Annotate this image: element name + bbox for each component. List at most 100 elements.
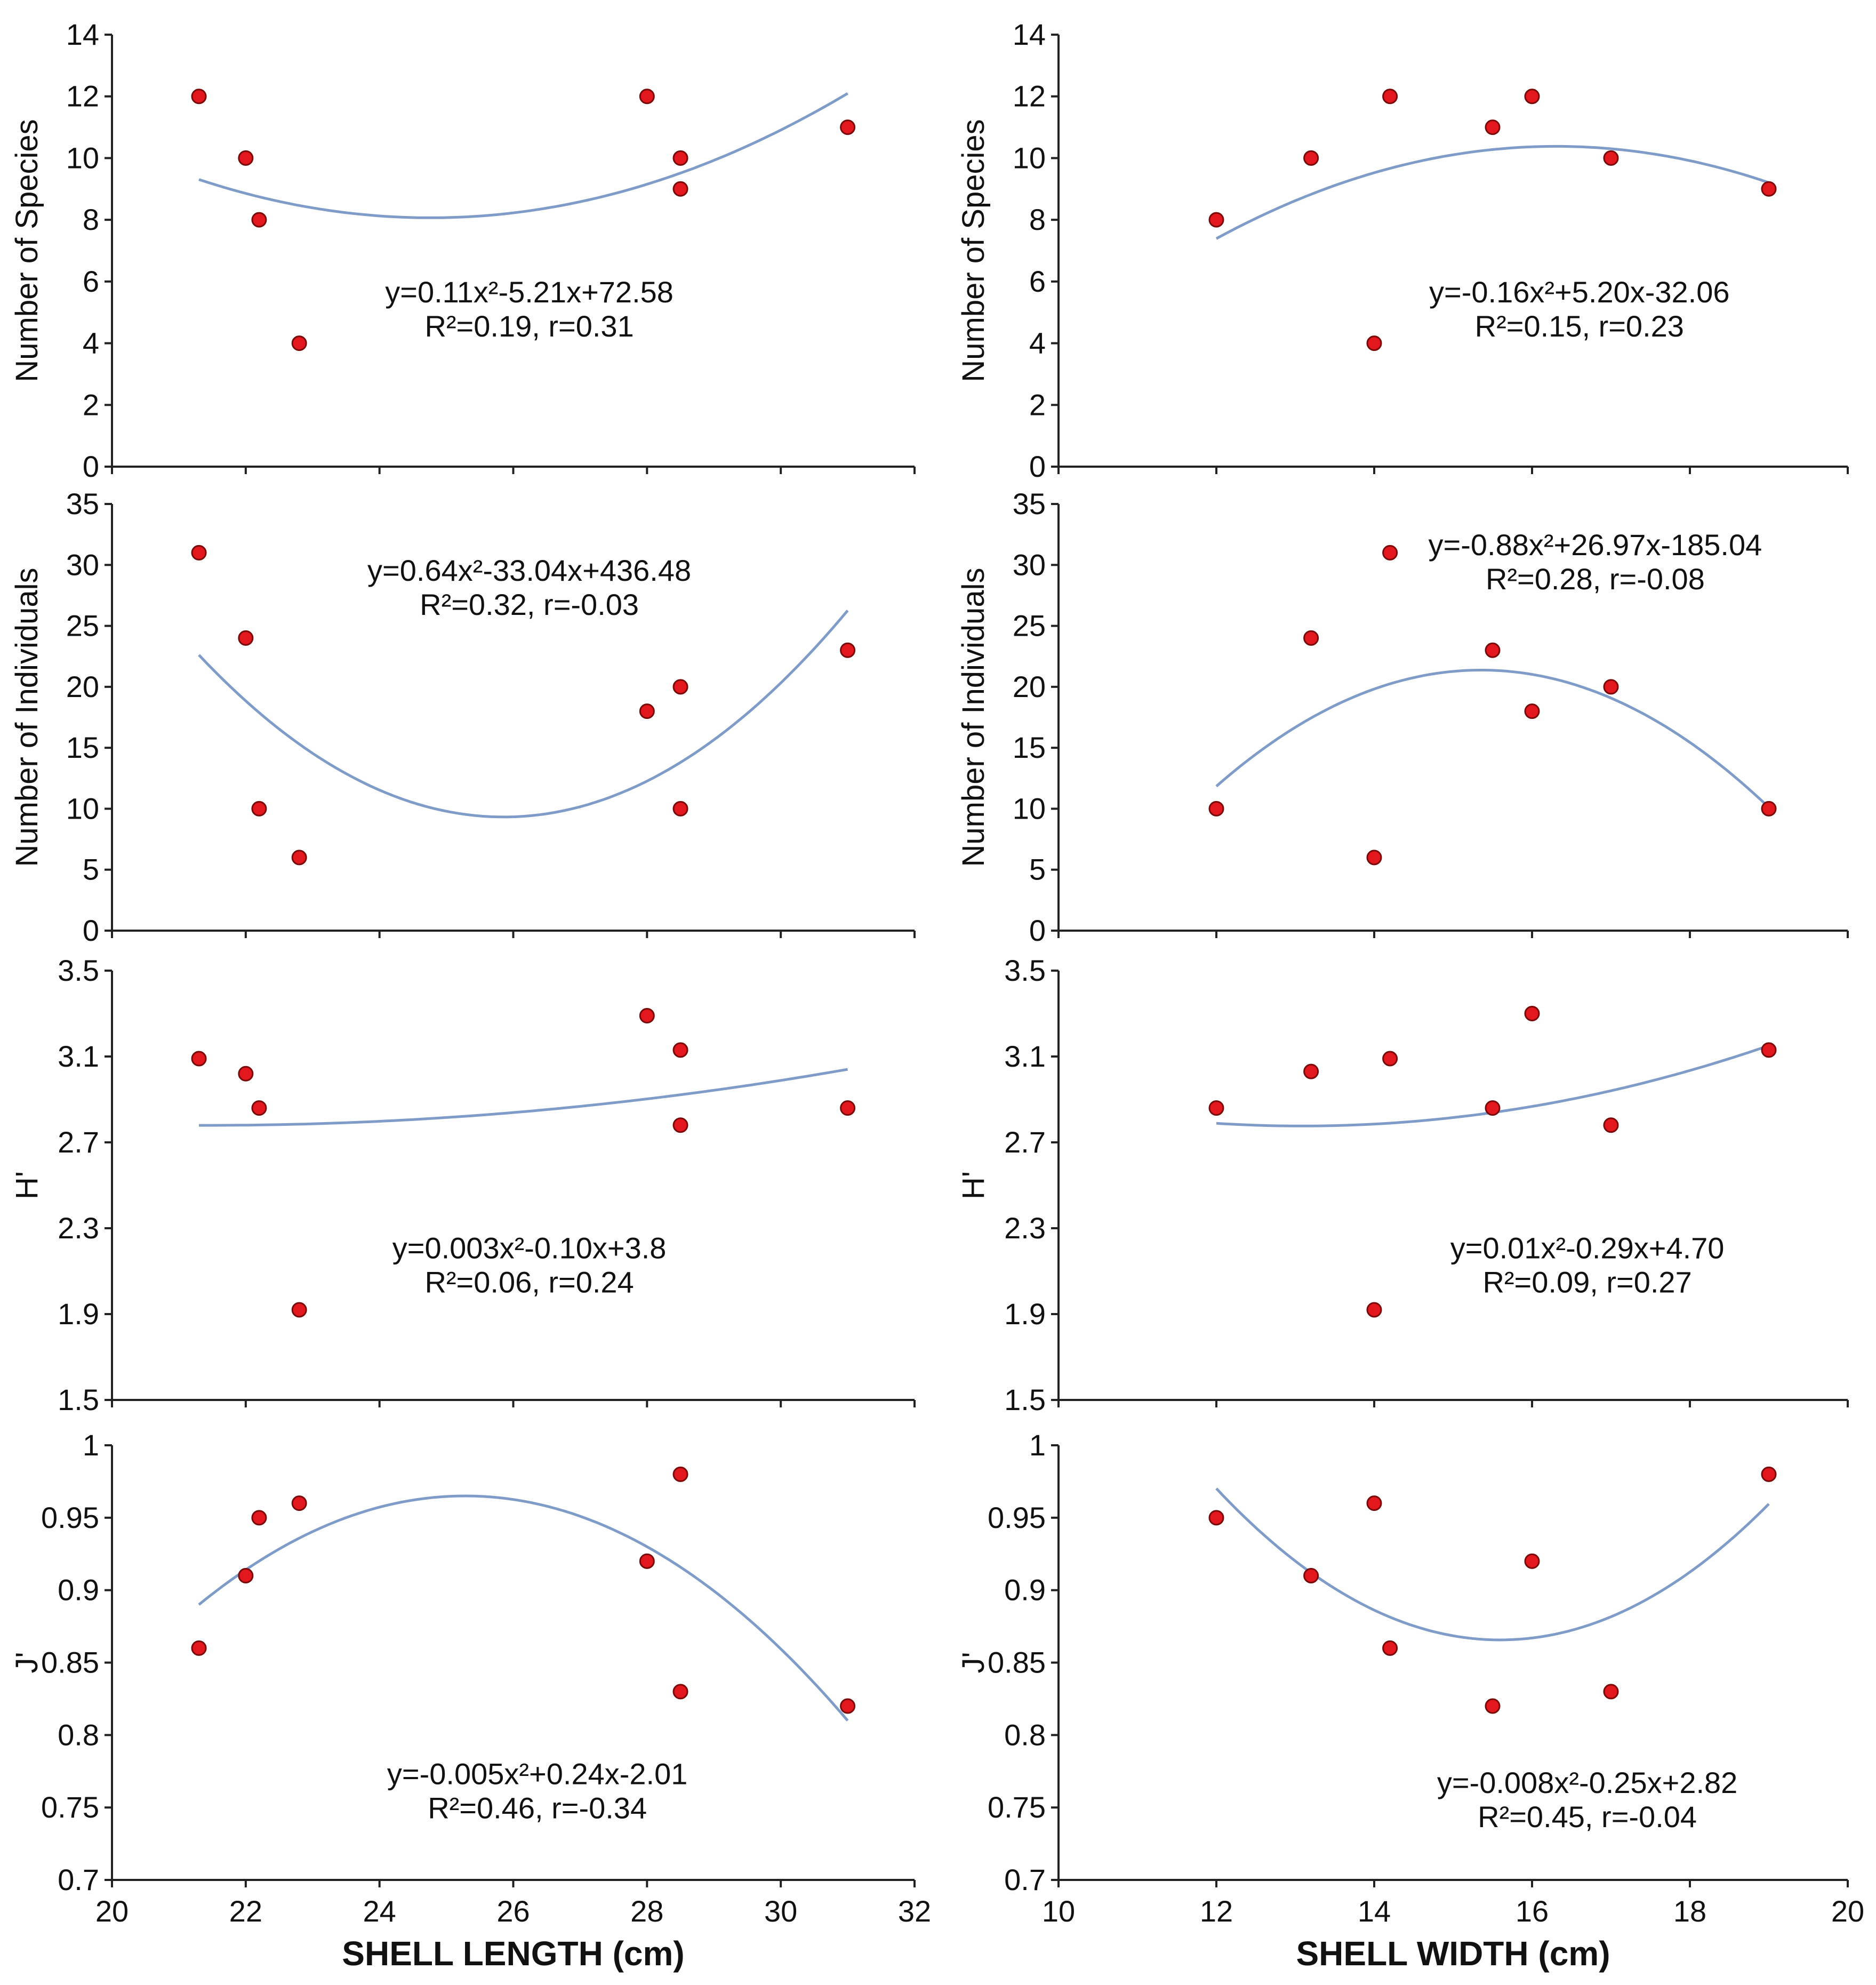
y-tick-label: 1 <box>83 1428 99 1462</box>
stats-label: R²=0.28, r=-0.08 <box>1486 562 1705 596</box>
data-point <box>840 119 856 135</box>
y-tick-label: 1 <box>1029 1428 1046 1462</box>
data-point <box>191 545 207 561</box>
fit-curve <box>198 1494 849 1722</box>
equation-label: y=-0.88x²+26.97x-185.04 <box>1429 528 1762 562</box>
data-point <box>672 150 688 166</box>
data-point <box>291 335 307 351</box>
equation-label: y=0.11x²-5.21x+72.58 <box>385 275 674 309</box>
x-tick-label: 30 <box>764 1894 797 1928</box>
chart-panel-length-species: 0 2 4 6 8 10 12 14 Number of Species y=0.11x²-5.2… <box>10 18 916 483</box>
y-axis-label: J' <box>956 1652 991 1673</box>
y-tick-label: 0.9 <box>1004 1573 1046 1607</box>
data-point <box>672 679 688 695</box>
data-point <box>1208 1510 1224 1526</box>
y-tick-label: 14 <box>1013 18 1046 51</box>
data-point <box>251 1100 267 1116</box>
x-tick-label: 14 <box>1358 1894 1391 1928</box>
y-tick-label: 1.5 <box>58 1383 99 1416</box>
x-tick-label: 16 <box>1516 1894 1549 1928</box>
y-tick-label: 2.3 <box>58 1211 99 1245</box>
y-tick-label: 8 <box>83 203 99 236</box>
stats-label: R²=0.19, r=0.31 <box>424 309 634 343</box>
chart-panel-length-j: 0.7 0.75 0.8 0.85 0.9 0.95 1 20 22 24 26 28 30 32 J' SH… <box>10 1428 931 1973</box>
data-point <box>1208 1100 1224 1116</box>
stats-label: R²=0.09, r=0.27 <box>1482 1265 1691 1299</box>
y-tick-label: 0.85 <box>41 1646 99 1679</box>
y-tick-label: 14 <box>66 18 99 51</box>
x-tick-label: 32 <box>898 1894 931 1928</box>
data-point <box>1485 1100 1501 1116</box>
y-tick-label: 35 <box>1013 487 1046 521</box>
y-tick-label: 0.8 <box>58 1718 99 1751</box>
data-point <box>251 801 267 817</box>
fit-curve <box>1215 1487 1770 1642</box>
y-tick-label: 2.7 <box>58 1125 99 1159</box>
x-tick-label: 12 <box>1200 1894 1233 1928</box>
y-tick-label: 2 <box>83 388 99 421</box>
y-tick-label: 10 <box>66 141 99 174</box>
y-tick-label: 2.3 <box>1004 1211 1046 1245</box>
data-point <box>1761 1466 1777 1482</box>
data-point <box>840 642 856 658</box>
data-point <box>1382 89 1398 105</box>
x-tick-label: 28 <box>630 1894 663 1928</box>
y-tick-label: 10 <box>66 791 99 825</box>
y-tick-label: 3.5 <box>58 954 99 987</box>
data-point <box>1603 1117 1619 1133</box>
y-tick-label: 15 <box>66 731 99 764</box>
y-axis-label: H' <box>956 1171 991 1199</box>
data-point <box>1208 801 1224 817</box>
data-point <box>191 1051 207 1067</box>
x-tick-label: 20 <box>1831 1894 1864 1928</box>
data-point <box>840 1698 856 1714</box>
equation-label: y=0.01x²-0.29x+4.70 <box>1450 1231 1725 1264</box>
chart-panel-length-individuals: 0 5 10 15 20 25 30 35 Number of Individuals y=0.6… <box>10 487 916 947</box>
y-tick-label: 10 <box>1013 791 1046 825</box>
stats-label: R²=0.46, r=-0.34 <box>428 1791 647 1825</box>
y-tick-label: 5 <box>83 853 99 886</box>
data-point <box>251 1510 267 1526</box>
data-point <box>672 1466 688 1482</box>
data-point <box>672 1117 688 1133</box>
data-point <box>672 1684 688 1700</box>
data-point <box>238 630 254 646</box>
y-tick-label: 10 <box>1013 141 1046 174</box>
fit-curve <box>199 1068 848 1127</box>
x-tick-label: 20 <box>95 1894 129 1928</box>
equation-label: y=-0.16x²+5.20x-32.06 <box>1429 275 1729 309</box>
equation-label: y=-0.008x²-0.25x+2.82 <box>1437 1766 1737 1799</box>
y-tick-label: 0 <box>1029 914 1046 947</box>
data-point <box>1303 630 1319 646</box>
y-tick-label: 20 <box>1013 670 1046 703</box>
y-tick-label: 1.9 <box>58 1297 99 1331</box>
y-tick-label: 3.1 <box>58 1039 99 1073</box>
data-point <box>251 212 267 228</box>
y-tick-label: 0.9 <box>58 1573 99 1607</box>
stats-label: R²=0.32, r=-0.03 <box>420 588 639 621</box>
x-tick-label: 18 <box>1673 1894 1706 1928</box>
data-point <box>1603 679 1619 695</box>
equation-label: y=0.64x²-33.04x+436.48 <box>367 554 691 587</box>
chart-panel-width-individuals: 0 5 10 15 20 25 30 35 Number of Individuals y=-0.… <box>956 487 1849 947</box>
data-point <box>1303 1568 1319 1583</box>
y-tick-label: 0 <box>83 914 99 947</box>
data-point <box>1485 119 1501 135</box>
data-point <box>238 1568 254 1583</box>
fit-curve <box>198 92 848 219</box>
data-point <box>1524 703 1540 719</box>
y-tick-label: 20 <box>66 670 99 703</box>
chart-panel-length-h: 1.5 1.9 2.3 2.7 3.1 3.5 H' y=0.003x²-0.10x+3.8R… <box>10 954 916 1416</box>
y-axis-label: Number of Individuals <box>10 568 44 867</box>
data-point <box>840 1100 856 1116</box>
y-tick-label: 0.95 <box>988 1501 1046 1534</box>
data-point <box>291 1495 307 1511</box>
y-tick-label: 0.8 <box>1004 1718 1046 1751</box>
data-point <box>1524 1006 1540 1021</box>
data-point <box>291 850 307 866</box>
y-axis-label: J' <box>10 1652 44 1673</box>
data-point <box>1303 150 1319 166</box>
x-tick-label: 26 <box>496 1894 530 1928</box>
